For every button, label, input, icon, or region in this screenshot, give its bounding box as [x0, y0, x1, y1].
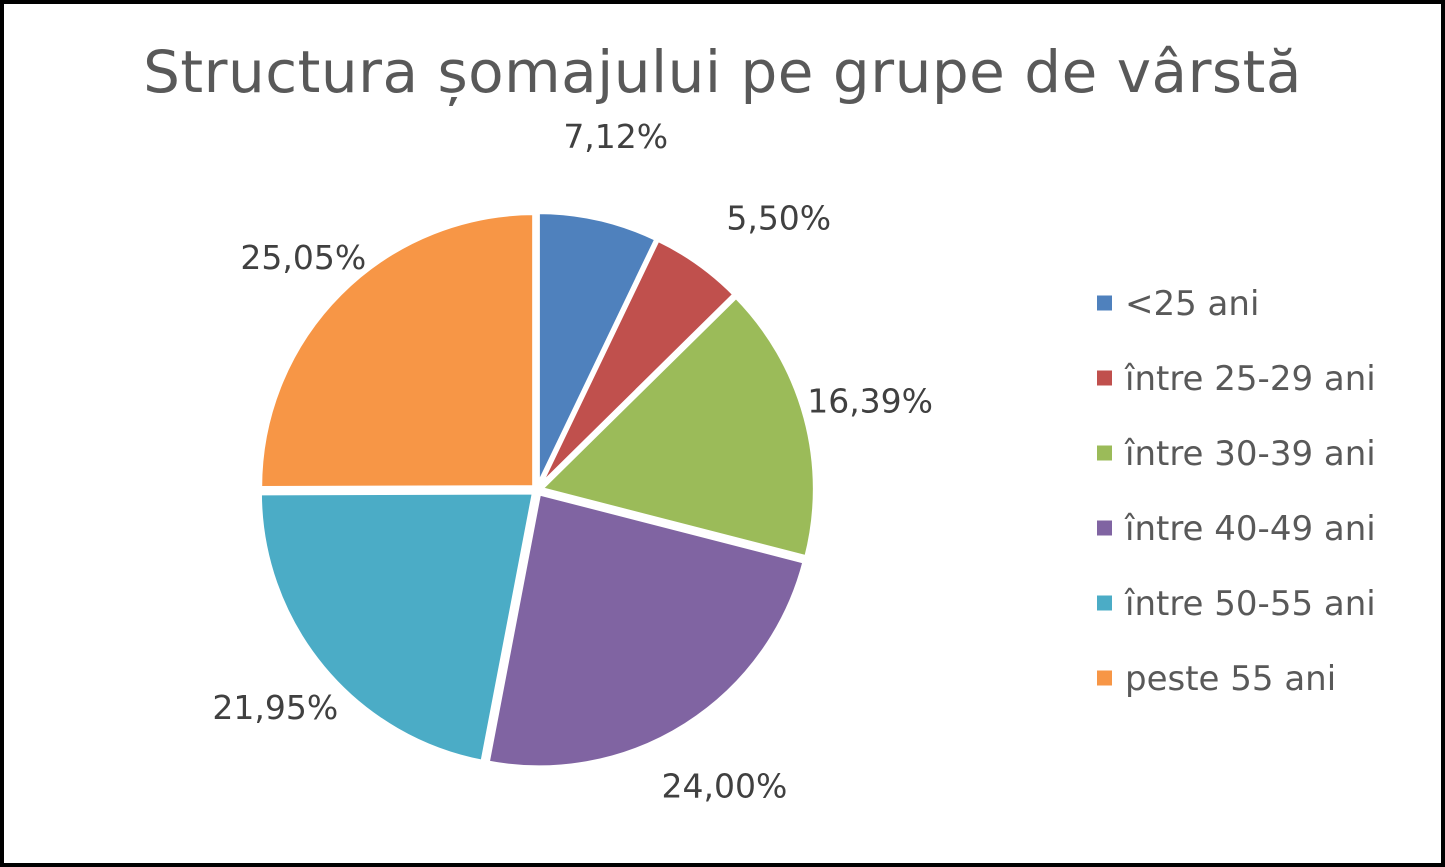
slice-value-label: 21,95%: [212, 688, 338, 727]
legend-swatch: [1097, 445, 1112, 461]
slice-value-label: 16,39%: [807, 381, 933, 420]
pie-slice: [538, 294, 817, 560]
pie-slices: [257, 210, 817, 770]
legend-label: între 40-49 ani: [1124, 509, 1376, 549]
pie-slice: [485, 491, 807, 770]
legend-swatch: [1097, 370, 1112, 386]
pie-slice: [257, 490, 536, 764]
legend-label: între 30-39 ani: [1124, 434, 1376, 474]
slice-value-label: 25,05%: [240, 238, 366, 277]
pie-slice: [535, 210, 659, 489]
slice-value-label: 5,50%: [726, 198, 831, 237]
legend-label: între 25-29 ani: [1124, 359, 1376, 399]
data-labels: 7,12% 5,50% 16,39% 24,00% 21,95% 25,05%: [212, 117, 933, 806]
legend-swatch: [1097, 670, 1112, 686]
chart-title: Structura șomajului pe grupe de vârstă: [143, 38, 1302, 106]
slice-value-label: 7,12%: [563, 117, 668, 156]
slice-value-label: 24,00%: [662, 767, 788, 806]
legend: <25 ani între 25-29 ani între 30-39 ani înt…: [1097, 284, 1376, 699]
legend-swatch: [1097, 295, 1112, 311]
pie-slice: [258, 211, 537, 490]
legend-swatch: [1097, 595, 1112, 611]
legend-swatch: [1097, 520, 1112, 536]
pie-slice: [537, 237, 737, 489]
legend-label: între 50-55 ani: [1124, 584, 1376, 624]
legend-label: <25 ani: [1125, 284, 1259, 324]
legend-label: peste 55 ani: [1125, 659, 1336, 699]
